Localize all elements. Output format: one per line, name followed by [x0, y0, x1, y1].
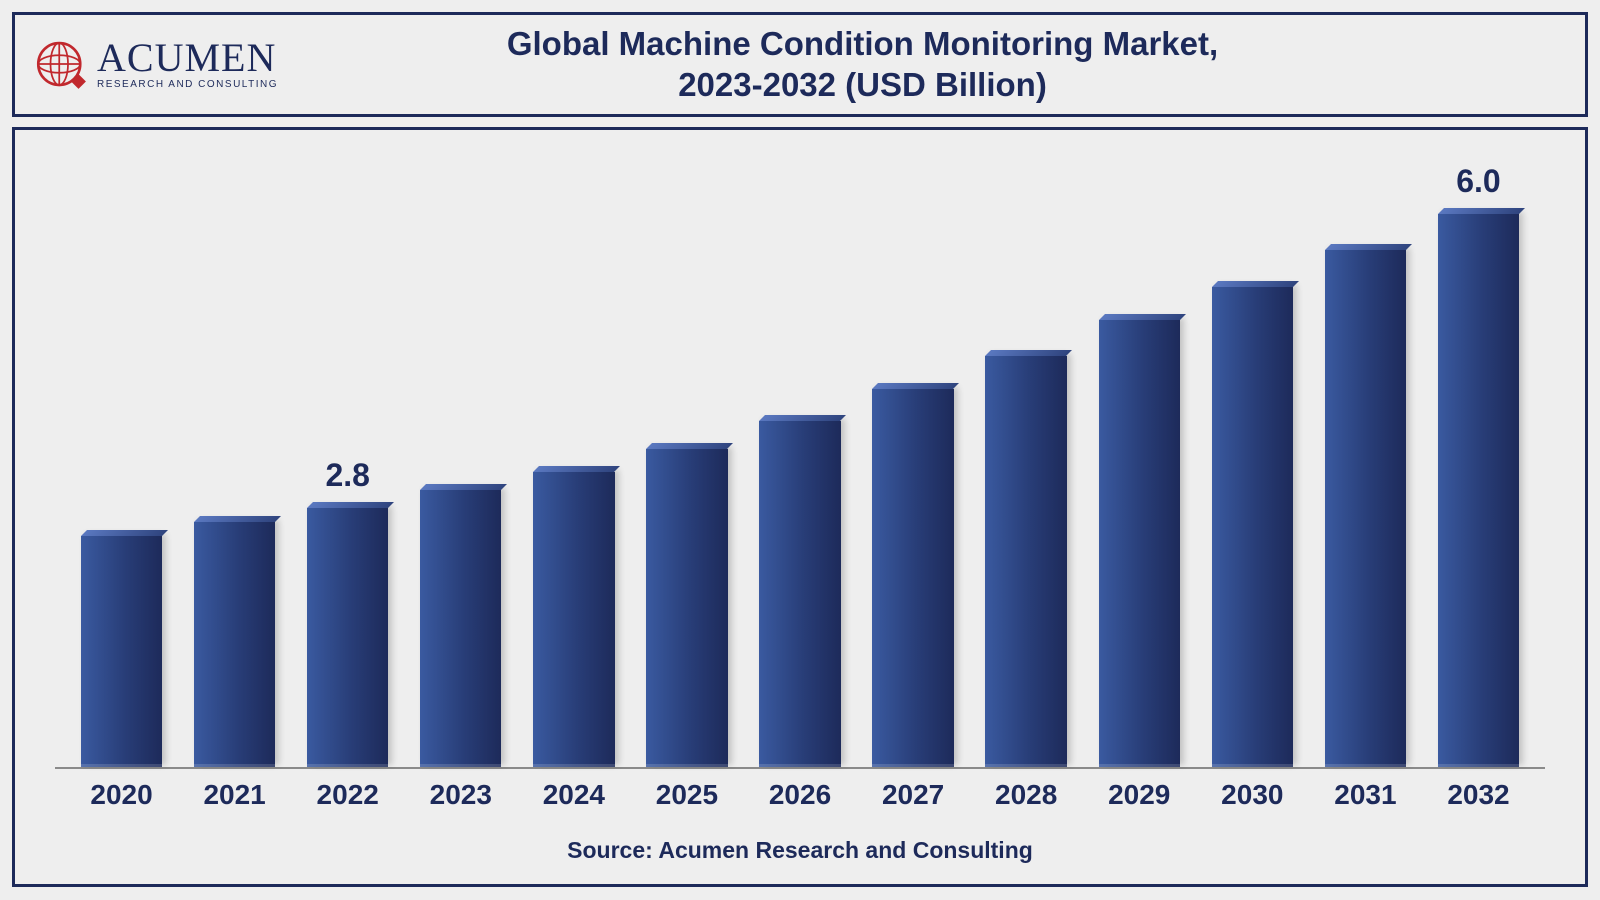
bar-slot [630, 168, 743, 767]
bar-slot [857, 168, 970, 767]
brand-text: ACUMEN RESEARCH AND CONSULTING [97, 38, 278, 90]
x-axis-label: 2021 [178, 779, 291, 811]
globe-icon [33, 36, 89, 92]
x-axis-label: 2024 [517, 779, 630, 811]
chart-title-line1: Global Machine Condition Monitoring Mark… [278, 23, 1447, 64]
bar [646, 449, 727, 767]
bar-slot [1309, 168, 1422, 767]
bar [1099, 320, 1180, 767]
page-root: ACUMEN RESEARCH AND CONSULTING Global Ma… [0, 0, 1600, 900]
bar [759, 421, 840, 767]
bar-slot [404, 168, 517, 767]
bar-value-label: 6.0 [1456, 163, 1500, 200]
x-axis-row: 2020202120222023202420252026202720282029… [55, 769, 1545, 811]
bar [533, 472, 614, 767]
x-axis-label: 2022 [291, 779, 404, 811]
x-axis-label: 2023 [404, 779, 517, 811]
bar [81, 536, 162, 766]
bar [420, 490, 501, 766]
x-axis-label: 2031 [1309, 779, 1422, 811]
brand-name: ACUMEN [97, 38, 278, 78]
x-axis-label: 2028 [970, 779, 1083, 811]
title-block: Global Machine Condition Monitoring Mark… [278, 23, 1567, 106]
x-axis-label: 2032 [1422, 779, 1535, 811]
x-axis-label: 2025 [630, 779, 743, 811]
bar-slot [178, 168, 291, 767]
source-text: Source: Acumen Research and Consulting [55, 811, 1545, 864]
x-axis-label: 2029 [1083, 779, 1196, 811]
chart-panel: 2.86.0 202020212022202320242025202620272… [12, 127, 1588, 887]
x-axis-label: 2030 [1196, 779, 1309, 811]
header-panel: ACUMEN RESEARCH AND CONSULTING Global Ma… [12, 12, 1588, 117]
plot-area: 2.8 6.0 [55, 168, 1545, 769]
x-axis-label: 2026 [743, 779, 856, 811]
x-axis-label: 2027 [857, 779, 970, 811]
bar-slot [1196, 168, 1309, 767]
bar [985, 356, 1066, 766]
bar [872, 389, 953, 767]
bar [1325, 250, 1406, 766]
bar-slot [743, 168, 856, 767]
bar-value-label: 2.8 [325, 457, 369, 494]
bar [1438, 214, 1519, 767]
bar-slot [970, 168, 1083, 767]
bar-slot: 6.0 [1422, 168, 1535, 767]
bar-slot: 2.8 [291, 168, 404, 767]
bar [1212, 287, 1293, 766]
x-axis-label: 2020 [65, 779, 178, 811]
chart-title-line2: 2023-2032 (USD Billion) [278, 64, 1447, 105]
bar [307, 508, 388, 766]
brand-logo: ACUMEN RESEARCH AND CONSULTING [33, 36, 278, 92]
bar-slot [517, 168, 630, 767]
bar-slot [65, 168, 178, 767]
brand-tagline: RESEARCH AND CONSULTING [97, 80, 278, 90]
bar [194, 522, 275, 766]
bar-slot [1083, 168, 1196, 767]
